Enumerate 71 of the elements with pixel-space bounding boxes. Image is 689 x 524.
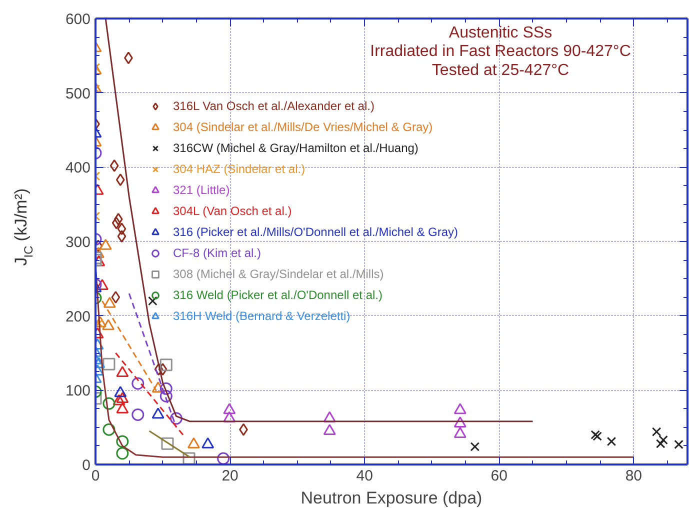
point xyxy=(112,216,121,230)
point xyxy=(154,363,164,376)
x-tick-label: 40 xyxy=(356,468,373,484)
x-axis-title: Neutron Exposure (dpa) xyxy=(300,488,482,508)
point xyxy=(454,416,466,428)
legend-label: 304 HAZ (Sindelar et al.) xyxy=(173,161,306,177)
point xyxy=(116,174,125,186)
point xyxy=(117,230,126,243)
legend-label: 316CW (Michel & Gray/Hamilton et al./Huang) xyxy=(173,140,418,156)
point xyxy=(102,358,116,370)
legend-label: 321 (Little) xyxy=(173,182,230,198)
point xyxy=(656,439,666,448)
point xyxy=(217,452,230,464)
point xyxy=(111,291,120,304)
point xyxy=(132,377,144,390)
legend-label: 316 Weld (Picker et al./O'Donnell et al.) xyxy=(173,287,382,303)
point xyxy=(454,403,466,414)
y-tick-label: 200 xyxy=(65,308,91,326)
point xyxy=(323,424,336,435)
point xyxy=(114,212,123,226)
point xyxy=(102,397,116,410)
text: Austenitic SSs Irradiated in Fast Reactors 90-427°C Tested at 25-427°C xyxy=(370,24,631,79)
point xyxy=(223,411,236,422)
point xyxy=(158,363,168,376)
point xyxy=(160,390,172,402)
point xyxy=(116,392,129,404)
x-tick-label: 80 xyxy=(625,468,642,484)
point xyxy=(160,358,172,372)
point xyxy=(112,394,126,406)
point xyxy=(152,408,164,419)
point xyxy=(592,432,602,441)
x-tick-label: 60 xyxy=(490,468,508,484)
y-tick-label: 400 xyxy=(65,160,91,177)
legend-label: 304L (Van Osch et al.) xyxy=(173,203,292,219)
point xyxy=(454,426,466,438)
point xyxy=(674,440,684,450)
y-tick-label: 600 xyxy=(65,11,91,28)
legend-label: 316 (Picker et al./Mills/O'Donnell et al./Michel & Gray) xyxy=(173,224,458,240)
x-tick-label: 20 xyxy=(222,468,238,484)
legend-label: 304 (Sindelar et al./Mills/De Vries/Michel & Gray) xyxy=(173,119,433,135)
y-tick-label: 100 xyxy=(65,382,91,400)
point xyxy=(114,386,127,398)
legend-label: 316H Weld (Bernard & Verzeletti) xyxy=(173,308,350,324)
point xyxy=(160,382,172,395)
y-tick-label: 300 xyxy=(65,234,91,251)
y-tick-label: 500 xyxy=(65,85,91,102)
legend-label: 316L Van Osch et al./Alexander et al.) xyxy=(173,98,374,114)
point xyxy=(223,403,236,414)
point xyxy=(116,447,129,460)
point xyxy=(202,437,214,448)
point xyxy=(161,437,174,450)
y-tick-label: 0 xyxy=(82,457,90,474)
point xyxy=(110,159,119,172)
point xyxy=(117,222,126,236)
point xyxy=(658,435,668,445)
legend-label: CF-8 (Kim et al.) xyxy=(173,245,262,261)
y-axis-title: JIC (kJ/m²) xyxy=(12,188,36,266)
point xyxy=(96,316,106,328)
legend-label: 308 (Michel & Gray/Sindelar et al./Mills) xyxy=(173,266,384,282)
point xyxy=(590,430,600,440)
point xyxy=(116,435,129,448)
point xyxy=(652,427,662,436)
point xyxy=(606,436,616,446)
point xyxy=(323,411,336,422)
point xyxy=(102,423,116,436)
point xyxy=(170,412,182,425)
point xyxy=(148,296,158,306)
point xyxy=(116,366,129,377)
point xyxy=(132,408,144,421)
point xyxy=(116,402,129,414)
point xyxy=(470,442,480,452)
